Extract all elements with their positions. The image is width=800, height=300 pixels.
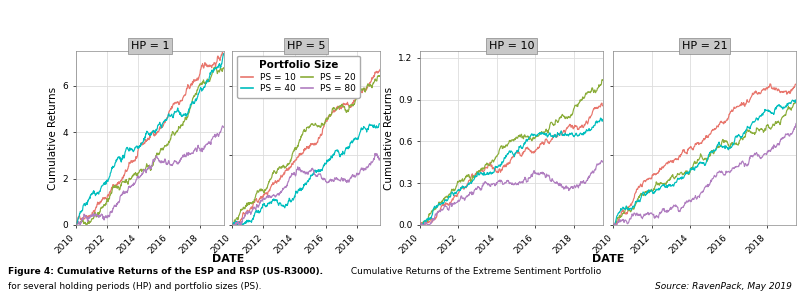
Text: DATE: DATE xyxy=(212,254,244,265)
Title: HP = 10: HP = 10 xyxy=(489,41,534,51)
Title: HP = 1: HP = 1 xyxy=(130,41,169,51)
Text: Cumulative Returns of the Extreme Sentiment Portfolio: Cumulative Returns of the Extreme Sentim… xyxy=(348,267,602,276)
Title: HP = 5: HP = 5 xyxy=(287,41,326,51)
Text: DATE: DATE xyxy=(592,254,624,265)
Legend: PS = 10, PS = 40, PS = 20, PS = 80: PS = 10, PS = 40, PS = 20, PS = 80 xyxy=(237,56,360,98)
Title: HP = 21: HP = 21 xyxy=(682,41,727,51)
Text: for several holding periods (HP) and portfolio sizes (PS).: for several holding periods (HP) and por… xyxy=(8,282,262,291)
Text: Figure 4: Cumulative Returns of the ESP and RSP (US-R3000).: Figure 4: Cumulative Returns of the ESP … xyxy=(8,267,323,276)
Y-axis label: Cumulative Returns: Cumulative Returns xyxy=(384,86,394,190)
Text: Source: RavenPack, May 2019: Source: RavenPack, May 2019 xyxy=(655,282,792,291)
Y-axis label: Cumulative Returns: Cumulative Returns xyxy=(49,86,58,190)
